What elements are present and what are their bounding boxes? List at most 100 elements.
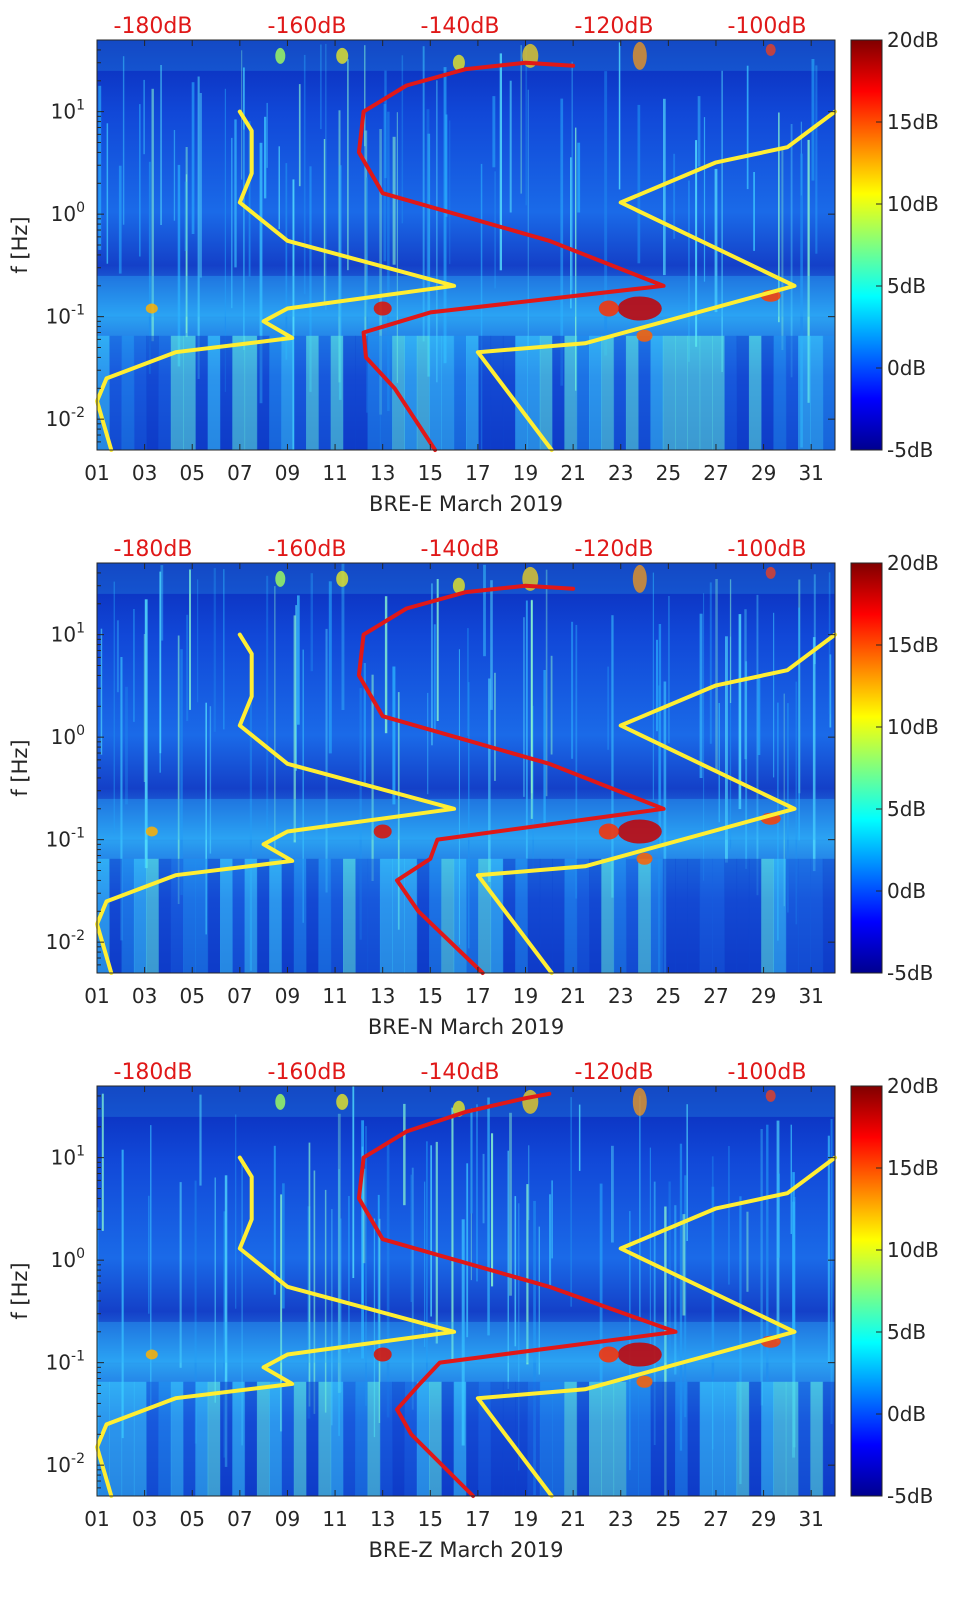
psd-red-curve	[356, 1091, 678, 1498]
x-tick-label: 31	[798, 984, 823, 1008]
colorbar	[851, 563, 882, 973]
colorbar-label: 20dB	[887, 1074, 939, 1098]
streak	[695, 140, 698, 347]
streak	[756, 594, 759, 896]
streak	[466, 1163, 469, 1338]
colorbar-label: 10dB	[887, 715, 939, 739]
low-band-column	[441, 858, 455, 973]
streak	[509, 80, 512, 213]
low-band-column	[195, 1381, 209, 1496]
y-tick-label: 10-1	[46, 826, 85, 852]
colorbar-label: 5dB	[887, 797, 926, 821]
low-band-column	[687, 335, 701, 450]
streak	[739, 1196, 742, 1485]
streak	[383, 104, 387, 262]
streak	[663, 98, 666, 276]
low-band-column	[232, 858, 246, 973]
streak	[373, 1218, 376, 1438]
streak	[384, 70, 387, 179]
streak	[757, 674, 761, 755]
colorbar-label: 15dB	[887, 1156, 939, 1180]
x-tick-label: 03	[132, 984, 157, 1008]
low-band-column	[367, 1381, 381, 1496]
hot-spot	[145, 1349, 158, 1360]
streak	[528, 1145, 530, 1220]
streak	[411, 1167, 414, 1410]
low-band-column	[748, 1381, 762, 1496]
low-band-column	[232, 335, 246, 450]
low-band-column	[367, 335, 381, 450]
low-band-column	[638, 1381, 651, 1496]
low-band-column	[367, 858, 381, 973]
streak	[658, 624, 662, 845]
streak	[341, 563, 345, 710]
streak	[715, 579, 718, 771]
x-tick-label: 07	[227, 1507, 252, 1531]
low-band-column	[355, 335, 369, 450]
low-band-column	[773, 1381, 787, 1496]
low-band-column	[822, 1381, 836, 1496]
streak	[778, 112, 780, 323]
low-band-column	[576, 1381, 590, 1496]
y-tick-label: 10-1	[46, 303, 85, 329]
low-band-column	[429, 335, 442, 450]
y-tick-label: 10-2	[46, 1451, 85, 1477]
streak	[753, 172, 755, 251]
low-band-column	[613, 1381, 627, 1496]
streak	[359, 688, 362, 940]
streak	[259, 142, 263, 404]
low-band-column	[490, 858, 504, 973]
low-band-column	[146, 335, 159, 450]
streak	[653, 1181, 656, 1445]
hot-spot	[765, 1089, 776, 1102]
streak	[387, 111, 390, 411]
low-band-column	[453, 858, 467, 973]
streak	[668, 1181, 671, 1352]
hot-spot	[275, 570, 286, 587]
streak	[426, 109, 430, 289]
streak	[173, 130, 176, 221]
streak	[185, 174, 188, 334]
low-band-column	[416, 335, 430, 450]
streak	[682, 1214, 686, 1316]
streak	[523, 617, 525, 797]
low-band-column	[244, 858, 258, 973]
low-band-column	[736, 858, 750, 973]
top-db-label: -160dB	[268, 14, 347, 39]
x-tick-label: 31	[798, 1507, 823, 1531]
low-band-column	[785, 335, 799, 450]
low-band-column	[699, 1381, 713, 1496]
noise-model-yellow-curve	[475, 1155, 837, 1498]
colorbar	[851, 1086, 882, 1496]
low-band-column	[613, 858, 627, 973]
streak	[392, 666, 396, 805]
low-band-column	[97, 858, 110, 973]
low-band-column	[195, 858, 209, 973]
low-band-column	[121, 1381, 135, 1496]
low-band-column	[109, 335, 123, 450]
streak	[525, 600, 528, 859]
x-tick-label: 29	[751, 461, 776, 485]
streak	[744, 609, 747, 760]
streak	[773, 612, 775, 778]
streak	[118, 165, 122, 274]
streak	[490, 580, 493, 710]
low-band-column	[712, 1381, 725, 1496]
low-band-column	[170, 1381, 184, 1496]
x-tick-label: 17	[465, 984, 490, 1008]
streak	[302, 649, 304, 923]
noise-model-yellow-curve	[95, 109, 457, 452]
low-band-column	[736, 1381, 750, 1496]
streak	[278, 146, 280, 230]
low-band-column	[306, 1381, 319, 1496]
low-band-column	[773, 858, 787, 973]
microseism-band	[97, 1321, 835, 1363]
x-tick-label: 19	[513, 461, 538, 485]
low-band-column	[256, 335, 270, 450]
low-band-column	[158, 335, 172, 450]
streak	[435, 1141, 438, 1344]
low-band-column	[712, 858, 725, 973]
streak	[604, 71, 608, 356]
streak	[274, 586, 276, 852]
streak	[159, 571, 162, 754]
